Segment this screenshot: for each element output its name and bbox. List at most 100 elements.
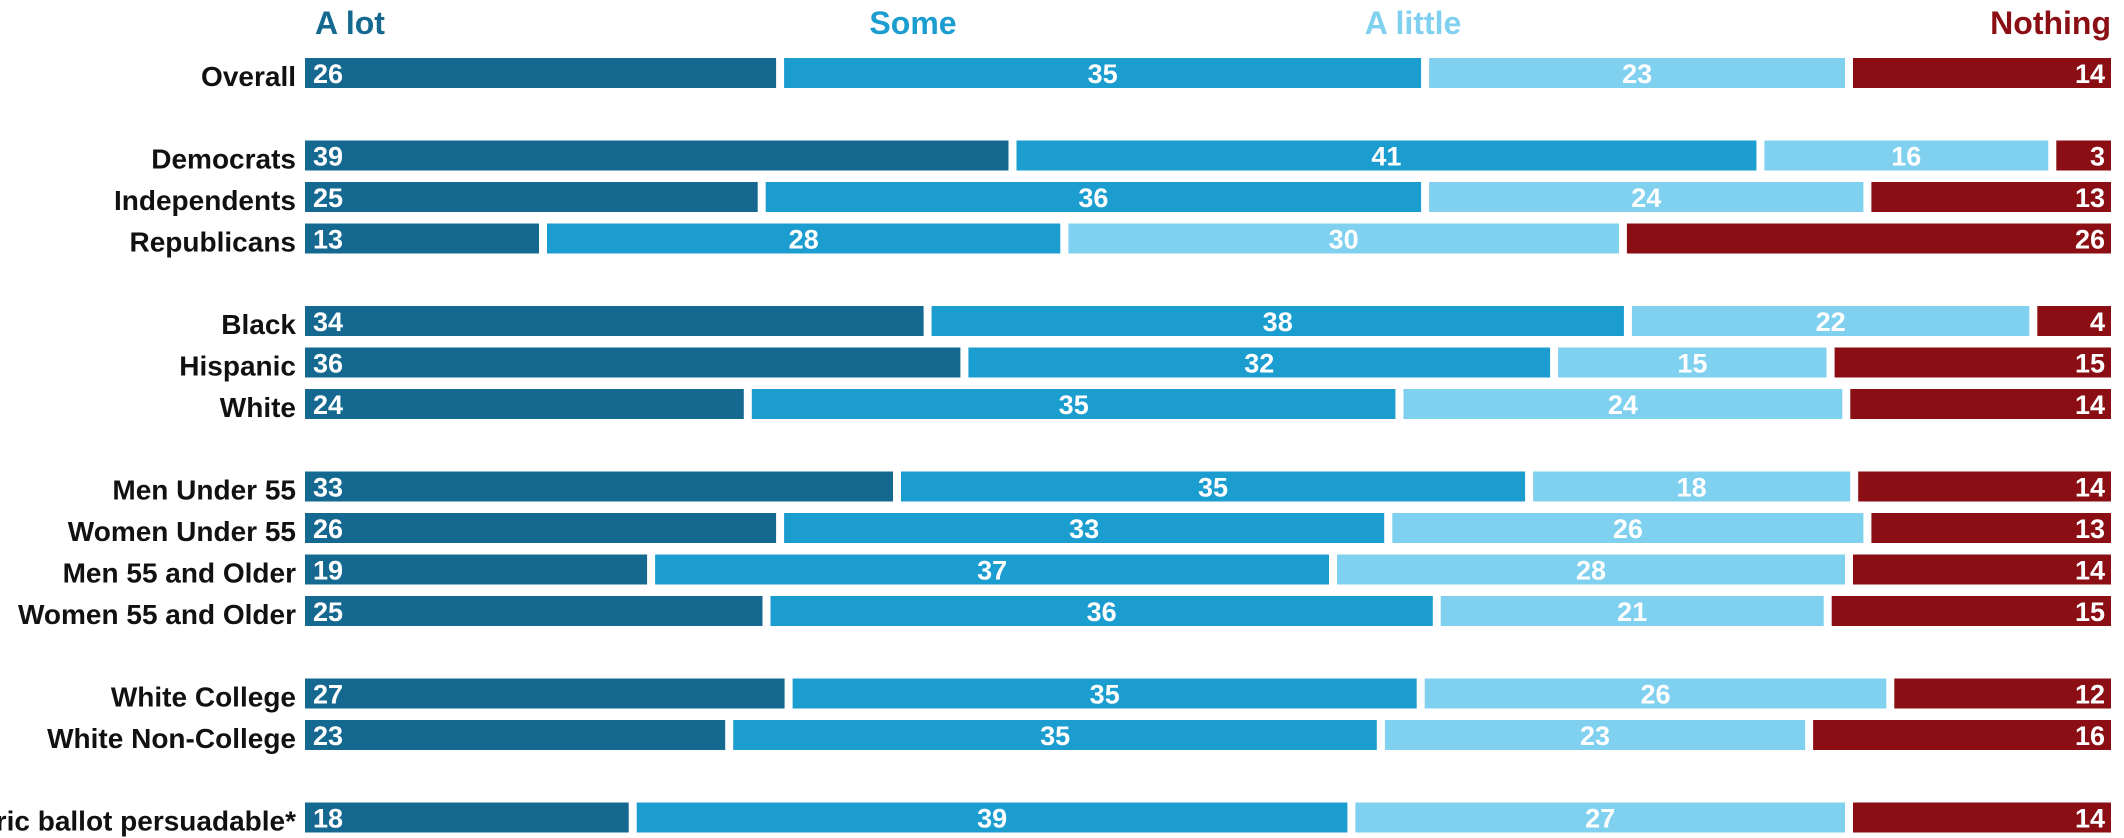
data-label-a-little: 26 xyxy=(1640,680,1670,710)
bar-row-black: 34 38 22 4 xyxy=(305,306,2111,337)
data-label-a-little: 30 xyxy=(1329,225,1359,255)
bar-segment-nothing xyxy=(1626,223,2111,254)
data-label-some: 36 xyxy=(1078,183,1108,213)
data-label-nothing: 13 xyxy=(2075,514,2105,544)
bar-segment-some xyxy=(655,554,1329,585)
data-label-nothing: 16 xyxy=(2075,721,2105,751)
bar-segment-nothing xyxy=(1871,513,2111,543)
bar-segment-a-lot xyxy=(305,554,648,585)
data-label-a-little: 22 xyxy=(1816,307,1846,337)
data-label-a-lot: 39 xyxy=(313,142,343,172)
bar-segment-some xyxy=(931,306,1624,336)
category-label-black: Black xyxy=(221,309,296,340)
legend-nothing: Nothing xyxy=(1990,5,2111,41)
bar-segment-some xyxy=(1016,140,1757,171)
bar-row-white-college: 27 35 26 12 xyxy=(305,678,2111,710)
bar-segment-some xyxy=(636,802,1348,833)
bar-segment-nothing xyxy=(2056,140,2111,171)
bar-segment-a-little xyxy=(1424,678,1887,709)
bar-segment-some xyxy=(784,513,1385,543)
legend-a-lot: A lot xyxy=(315,5,385,41)
data-label-a-little: 15 xyxy=(1677,349,1707,379)
data-label-nothing: 15 xyxy=(2075,597,2105,627)
bar-segment-a-little xyxy=(1440,596,1824,626)
bar-segment-a-lot xyxy=(305,182,758,212)
bar-segment-nothing xyxy=(1853,802,2111,833)
bar-segment-nothing xyxy=(1853,554,2111,585)
category-label-democrats: Democrats xyxy=(151,144,296,175)
bar-segment-nothing xyxy=(1894,678,2111,709)
bar-row-white-non-college: 23 35 23 16 xyxy=(305,720,2111,751)
bar-segment-a-lot xyxy=(305,678,785,709)
data-label-nothing: 3 xyxy=(2090,142,2105,172)
data-label-a-little: 21 xyxy=(1617,597,1647,627)
bar-segment-some xyxy=(547,223,1061,254)
bar-segment-a-lot xyxy=(305,596,763,626)
data-label-a-little: 18 xyxy=(1677,473,1707,503)
bar-segment-a-lot xyxy=(305,223,539,254)
bar-row-generic-ballot-persuadable: 18 39 27 14 xyxy=(305,802,2111,834)
data-label-a-little: 23 xyxy=(1622,59,1652,89)
category-label-white: White xyxy=(220,392,296,423)
bar-segment-a-lot xyxy=(305,140,1009,171)
category-label-hispanic: Hispanic xyxy=(179,351,296,382)
data-label-nothing: 15 xyxy=(2075,349,2105,379)
data-label-a-lot: 26 xyxy=(313,59,343,89)
data-label-some: 39 xyxy=(977,804,1007,834)
bar-row-democrats: 39 41 16 3 xyxy=(305,140,2111,172)
bar-segment-a-little xyxy=(1631,306,2030,336)
bar-segment-a-lot xyxy=(305,720,726,750)
data-label-some: 37 xyxy=(977,556,1007,586)
data-label-a-lot: 27 xyxy=(313,680,343,710)
data-label-a-little: 16 xyxy=(1891,142,1921,172)
bar-segment-some xyxy=(751,389,1396,419)
bar-segment-a-little xyxy=(1384,720,1806,750)
bar-segment-some xyxy=(733,720,1377,750)
bar-segment-a-little xyxy=(1429,58,1845,88)
data-label-nothing: 26 xyxy=(2075,225,2105,255)
bar-segment-a-lot xyxy=(305,471,893,502)
bar-row-women-under-55: 26 33 26 13 xyxy=(305,513,2111,544)
bar-segment-some xyxy=(770,596,1433,626)
bar-segment-some xyxy=(784,58,1422,88)
data-label-some: 35 xyxy=(1059,390,1089,420)
bar-segment-some xyxy=(765,182,1422,212)
data-label-a-lot: 26 xyxy=(313,514,343,544)
bar-segment-a-little xyxy=(1068,223,1619,254)
data-label-some: 41 xyxy=(1371,142,1401,172)
data-label-a-little: 24 xyxy=(1608,390,1638,420)
bar-segment-nothing xyxy=(1831,596,2111,626)
bars: 26 35 23 14 39 41 16 3 25 36 24 13 13 28 30 26 34 38 22 4 36… xyxy=(305,58,2111,834)
data-label-nothing: 14 xyxy=(2075,804,2105,834)
category-label-generic-ballot-persuadable: Generic ballot persuadable* xyxy=(0,806,296,837)
category-label-republicans: Republicans xyxy=(130,227,296,258)
data-label-some: 35 xyxy=(1088,59,1118,89)
legend-a-little: A little xyxy=(1365,5,1462,41)
category-labels: Overall Democrats Independents Republicans B… xyxy=(0,61,296,837)
bar-segment-some xyxy=(792,678,1417,709)
data-label-a-lot: 19 xyxy=(313,556,343,586)
data-label-a-little: 27 xyxy=(1585,804,1615,834)
bar-row-women-55-and-older: 25 36 21 15 xyxy=(305,596,2111,627)
data-label-nothing: 13 xyxy=(2075,183,2105,213)
data-label-a-little: 26 xyxy=(1613,514,1643,544)
bar-segment-nothing xyxy=(1853,58,2111,88)
data-label-nothing: 12 xyxy=(2075,680,2105,710)
bar-segment-a-little xyxy=(1403,389,1843,419)
data-label-some: 35 xyxy=(1090,680,1120,710)
bar-segment-a-little xyxy=(1764,140,2049,171)
data-label-a-lot: 24 xyxy=(313,390,343,420)
data-label-some: 38 xyxy=(1263,307,1293,337)
data-label-a-lot: 34 xyxy=(313,307,343,337)
data-label-some: 35 xyxy=(1040,721,1070,751)
bar-segment-nothing xyxy=(1858,471,2111,502)
data-label-some: 32 xyxy=(1244,349,1274,379)
data-label-some: 35 xyxy=(1198,473,1228,503)
category-label-women-under-55: Women Under 55 xyxy=(68,516,296,547)
data-label-a-lot: 25 xyxy=(313,597,343,627)
legend-some: Some xyxy=(869,5,956,41)
data-label-nothing: 14 xyxy=(2075,473,2105,503)
data-label-nothing: 14 xyxy=(2075,59,2105,89)
data-label-a-lot: 13 xyxy=(313,225,343,255)
data-label-some: 33 xyxy=(1069,514,1099,544)
